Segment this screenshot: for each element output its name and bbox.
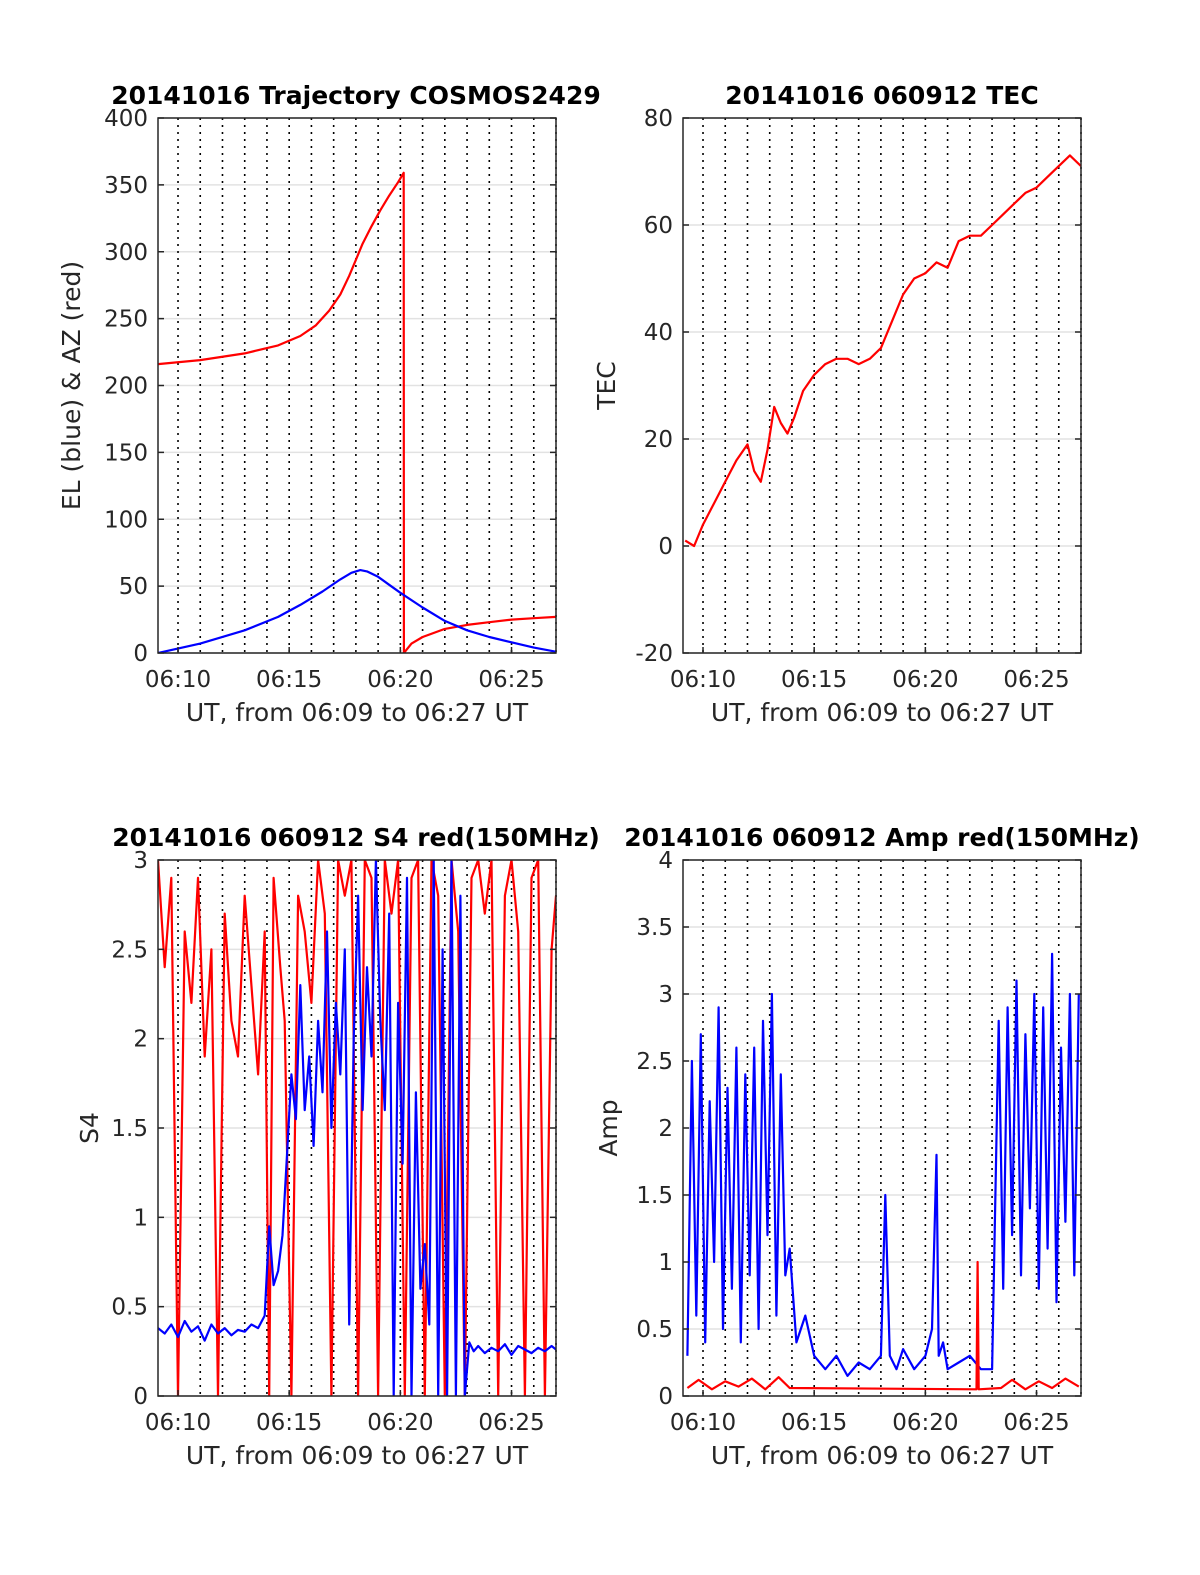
x-tick-label: 06:25 xyxy=(1003,1410,1069,1436)
series-line-2 xyxy=(158,860,556,1396)
chart-panel-2: -20 0 20 40 60 80 06:10 06:15 06:20 06:25 20141016… xyxy=(592,81,1082,727)
y-tick-label: 200 xyxy=(104,374,148,400)
x-tick-label: 06:25 xyxy=(1003,667,1069,693)
y-tick-label: 0 xyxy=(658,1384,673,1410)
y-tick-label: 1.5 xyxy=(111,1116,148,1142)
y-tick-label: 3.5 xyxy=(636,915,673,941)
x-tick-label: 06:20 xyxy=(892,667,958,693)
y-tick-label: 400 xyxy=(104,106,148,132)
x-axis-label: UT, from 06:09 to 06:27 UT xyxy=(711,1441,1054,1470)
y-tick-label: 4 xyxy=(658,848,673,874)
x-tick-label: 06:15 xyxy=(781,1410,847,1436)
y-tick-label: 100 xyxy=(104,507,148,533)
y-tick-label: 2 xyxy=(133,1027,148,1053)
chart-title: 20141016 060912 S4 red(150MHz) xyxy=(112,823,600,852)
y-tick-label: 2.5 xyxy=(636,1049,673,1075)
y-tick-label: 50 xyxy=(119,574,148,600)
series-line-2 xyxy=(158,569,556,653)
y-tick-label: 1 xyxy=(658,1250,673,1276)
y-tick-label: 2 xyxy=(658,1116,673,1142)
series-line-1 xyxy=(684,154,1081,548)
chart-panel-3: 0 0.5 1 1.5 2 2.5 3 06:10 06:15 06:20 06:25 2014101… xyxy=(75,823,600,1470)
y-tick-label: 0 xyxy=(133,1384,148,1410)
x-tick-label: 06:10 xyxy=(670,667,736,693)
x-tick-label: 06:25 xyxy=(478,667,544,693)
y-tick-label: 300 xyxy=(104,240,148,266)
x-axis-label: UT, from 06:09 to 06:27 UT xyxy=(186,1441,529,1470)
y-tick-label: 350 xyxy=(104,173,148,199)
y-axis-label: Amp xyxy=(594,1099,623,1156)
y-tick-label: 3 xyxy=(133,848,148,874)
x-tick-label: 06:15 xyxy=(256,667,322,693)
chart-panel-4: 0 0.5 1 1.5 2 2.5 3 3.5 4 06:10 06:15 06:20 06:25 201… xyxy=(594,823,1140,1470)
chart-title: 20141016 Trajectory COSMOS2429 xyxy=(111,81,601,110)
y-tick-label: -20 xyxy=(635,641,673,667)
y-tick-label: 2.5 xyxy=(111,937,148,963)
x-tick-label: 06:20 xyxy=(892,1410,958,1436)
series-line-1 xyxy=(686,952,1080,1377)
y-tick-label: 80 xyxy=(644,106,673,132)
y-tick-label: 150 xyxy=(104,440,148,466)
x-axis-label: UT, from 06:09 to 06:27 UT xyxy=(711,698,1054,727)
series-line-1 xyxy=(158,171,556,653)
y-tick-label: 1.5 xyxy=(636,1183,673,1209)
y-tick-label: 0.5 xyxy=(111,1295,148,1321)
x-tick-label: 06:15 xyxy=(781,667,847,693)
y-axis-label: EL (blue) & AZ (red) xyxy=(57,261,86,510)
y-tick-label: 0 xyxy=(658,534,673,560)
chart-panel-1: 0 50 100 150 200 250 300 350 400 06:10 06:15 06:20 0… xyxy=(57,81,601,727)
y-tick-label: 40 xyxy=(644,320,673,346)
y-tick-label: 60 xyxy=(644,213,673,239)
y-tick-label: 0 xyxy=(133,641,148,667)
y-tick-label: 1 xyxy=(133,1205,148,1231)
series-line-2 xyxy=(686,1260,1080,1391)
chart-title: 20141016 060912 TEC xyxy=(725,81,1038,110)
y-tick-label: 3 xyxy=(658,982,673,1008)
axes-frame xyxy=(682,117,1082,654)
y-tick-label: 0.5 xyxy=(636,1317,673,1343)
x-tick-label: 06:20 xyxy=(367,667,433,693)
x-axis-label: UT, from 06:09 to 06:27 UT xyxy=(186,698,529,727)
x-tick-label: 06:10 xyxy=(670,1410,736,1436)
chart-title: 20141016 060912 Amp red(150MHz) xyxy=(624,823,1140,852)
x-tick-label: 06:25 xyxy=(478,1410,544,1436)
y-axis-label: TEC xyxy=(592,361,621,411)
x-tick-label: 06:10 xyxy=(145,667,211,693)
series-line-1 xyxy=(158,860,556,1396)
x-tick-label: 06:20 xyxy=(367,1410,433,1436)
x-tick-label: 06:10 xyxy=(145,1410,211,1436)
y-tick-label: 250 xyxy=(104,307,148,333)
y-tick-label: 20 xyxy=(644,427,673,453)
x-tick-label: 06:15 xyxy=(256,1410,322,1436)
y-axis-label: S4 xyxy=(75,1112,104,1144)
